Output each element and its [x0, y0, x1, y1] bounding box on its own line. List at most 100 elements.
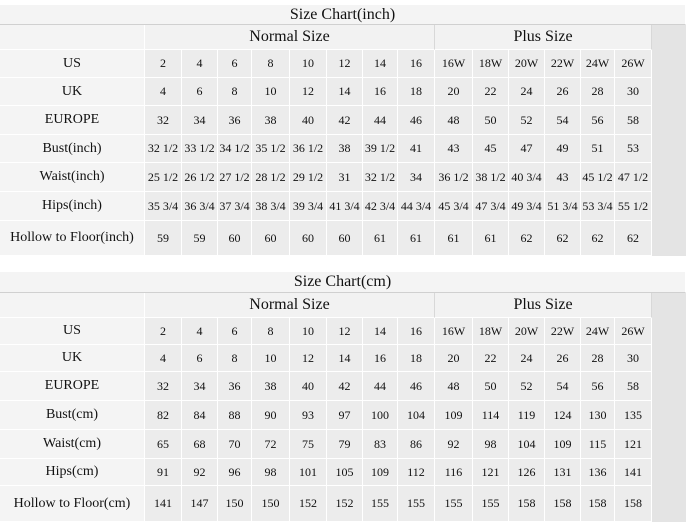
size-value: 61 [363, 221, 398, 256]
size-value: 30 [615, 345, 652, 372]
size-value: 52 [509, 372, 545, 401]
size-value: 34 [398, 163, 435, 192]
size-value: 79 [327, 430, 363, 459]
size-value: 130 [581, 401, 615, 430]
size-value: 34 [182, 372, 218, 401]
table-title: Size Chart(inch) [0, 5, 686, 25]
row-label: Hollow to Floor(cm) [0, 486, 145, 522]
size-value: 131 [545, 459, 581, 486]
size-value: 14 [363, 318, 398, 345]
size-value: 60 [252, 221, 290, 256]
row-label: EUROPE [0, 106, 145, 135]
size-value: 150 [252, 486, 290, 522]
size-value: 42 3/4 [363, 192, 398, 221]
size-value: 28 [581, 78, 615, 106]
size-value: 26W [615, 318, 652, 345]
size-value: 49 3/4 [509, 192, 545, 221]
size-value: 31 [327, 163, 363, 192]
size-value: 155 [363, 486, 398, 522]
size-value: 126 [509, 459, 545, 486]
size-value: 27 1/2 [218, 163, 252, 192]
size-value: 93 [290, 401, 327, 430]
size-value: 86 [398, 430, 435, 459]
blank-area [652, 25, 686, 256]
size-value: 6 [218, 318, 252, 345]
row-label: UK [0, 78, 145, 106]
size-value: 34 [182, 106, 218, 135]
size-value: 68 [182, 430, 218, 459]
size-value: 4 [182, 50, 218, 78]
size-value: 16 [363, 345, 398, 372]
size-value: 96 [218, 459, 252, 486]
size-value: 36 [218, 372, 252, 401]
size-value: 22W [545, 318, 581, 345]
size-value: 12 [290, 345, 327, 372]
size-value: 24 [509, 78, 545, 106]
size-value: 45 [473, 135, 509, 163]
size-value: 98 [473, 430, 509, 459]
size-value: 65 [145, 430, 182, 459]
size-value: 47 [509, 135, 545, 163]
size-value: 24W [581, 50, 615, 78]
row-label: Bust(cm) [0, 401, 145, 430]
size-value: 40 3/4 [509, 163, 545, 192]
size-value: 114 [473, 401, 509, 430]
size-value: 83 [363, 430, 398, 459]
size-value: 24W [581, 318, 615, 345]
size-value: 104 [398, 401, 435, 430]
size-value: 48 [435, 106, 473, 135]
size-value: 109 [545, 430, 581, 459]
size-value: 109 [363, 459, 398, 486]
size-value: 39 3/4 [290, 192, 327, 221]
size-value: 59 [145, 221, 182, 256]
size-value: 100 [363, 401, 398, 430]
size-value: 60 [290, 221, 327, 256]
size-value: 62 [581, 221, 615, 256]
size-value: 20 [435, 345, 473, 372]
row-label: EUROPE [0, 372, 145, 401]
size-value: 10 [252, 345, 290, 372]
size-value: 8 [218, 345, 252, 372]
size-value: 47 3/4 [473, 192, 509, 221]
size-value: 158 [581, 486, 615, 522]
size-value: 39 1/2 [363, 135, 398, 163]
size-value: 141 [615, 459, 652, 486]
size-value: 62 [545, 221, 581, 256]
size-value: 58 [615, 372, 652, 401]
size-value: 32 [145, 372, 182, 401]
size-value: 60 [327, 221, 363, 256]
size-value: 36 1/2 [290, 135, 327, 163]
size-value: 141 [145, 486, 182, 522]
size-value: 155 [473, 486, 509, 522]
size-value: 54 [545, 106, 581, 135]
size-value: 60 [218, 221, 252, 256]
row-label: US [0, 50, 145, 78]
size-value: 25 1/2 [145, 163, 182, 192]
size-value: 158 [509, 486, 545, 522]
size-value: 28 [581, 345, 615, 372]
size-value: 92 [435, 430, 473, 459]
size-value: 46 [398, 372, 435, 401]
size-value: 62 [509, 221, 545, 256]
size-value: 97 [327, 401, 363, 430]
size-value: 37 3/4 [218, 192, 252, 221]
size-value: 75 [290, 430, 327, 459]
row-label: Hollow to Floor(inch) [0, 221, 145, 256]
size-value: 52 [509, 106, 545, 135]
row-label: Waist(cm) [0, 430, 145, 459]
size-value: 26 [545, 78, 581, 106]
size-value: 29 1/2 [290, 163, 327, 192]
size-value: 152 [327, 486, 363, 522]
size-value: 72 [252, 430, 290, 459]
size-value: 26 1/2 [182, 163, 218, 192]
size-value: 20 [435, 78, 473, 106]
size-value: 51 3/4 [545, 192, 581, 221]
size-value: 119 [509, 401, 545, 430]
size-value: 135 [615, 401, 652, 430]
size-value: 34 1/2 [218, 135, 252, 163]
size-value: 150 [218, 486, 252, 522]
size-value: 136 [581, 459, 615, 486]
size-value: 92 [182, 459, 218, 486]
size-value: 38 [252, 106, 290, 135]
size-value: 55 1/2 [615, 192, 652, 221]
